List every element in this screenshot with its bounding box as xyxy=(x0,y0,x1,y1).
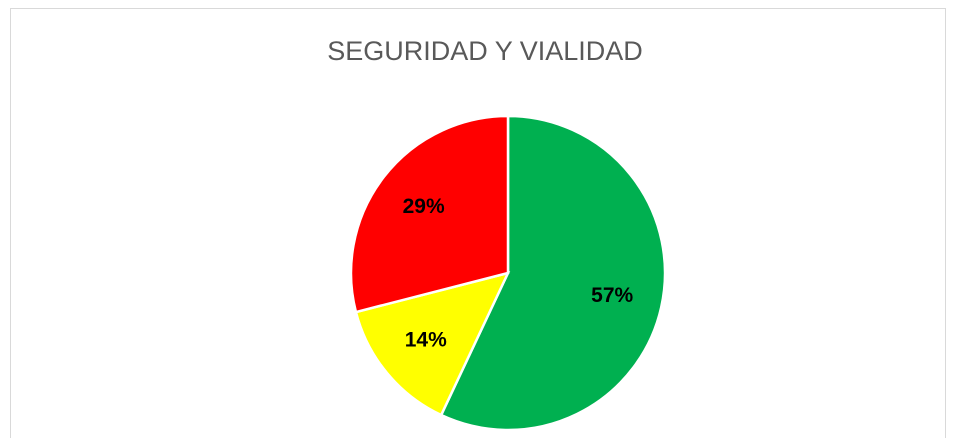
pie-slice xyxy=(349,114,510,314)
value-label: 57% xyxy=(591,284,633,307)
value-label: 29% xyxy=(403,195,445,218)
value-label: 14% xyxy=(405,329,447,352)
pie-slice xyxy=(354,271,511,417)
pie-slice xyxy=(439,114,667,432)
chart-title: SEGURIDAD Y VIALIDAD xyxy=(327,36,643,66)
